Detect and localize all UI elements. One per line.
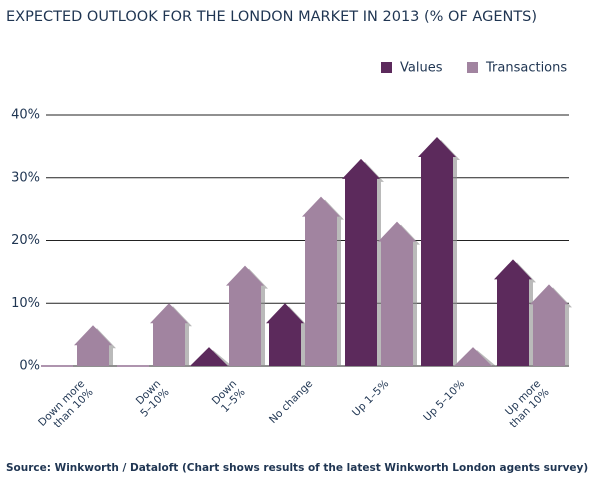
x-tick-label: Up 1–5%	[350, 378, 391, 419]
bar	[418, 136, 456, 366]
bar	[530, 284, 568, 366]
x-tick-label: Down1–5%	[210, 378, 248, 416]
bar	[266, 303, 304, 366]
y-tick-label: 0%	[19, 359, 40, 374]
x-tick-line: No change	[267, 378, 315, 426]
y-tick-label: 20%	[11, 233, 40, 248]
bar	[302, 196, 340, 366]
x-tick-label: Up 5–10%	[421, 378, 467, 424]
source: Source: Winkworth / Dataloft (Chart show…	[6, 462, 588, 474]
bar	[378, 221, 416, 366]
x-tick-line: Up 5–10%	[421, 378, 467, 424]
x-tick-label: Down morethan 10%	[36, 378, 96, 438]
bar	[494, 259, 532, 366]
x-tick-line: Up 1–5%	[350, 378, 391, 419]
x-tick-label: Down5–10%	[130, 378, 172, 420]
bar	[190, 347, 228, 366]
bar	[454, 347, 492, 366]
chart-title: EXPECTED OUTLOOK FOR THE LONDON MARKET I…	[6, 9, 537, 25]
x-tick-label: No change	[267, 378, 315, 426]
legend-label: Values	[400, 61, 443, 76]
y-tick-label: 40%	[11, 108, 40, 123]
y-tick-label: 30%	[11, 170, 40, 185]
bar	[150, 303, 188, 366]
bar	[226, 265, 264, 366]
y-tick-label: 10%	[11, 296, 40, 311]
bar	[74, 325, 112, 366]
x-tick-label: Up morethan 10%	[499, 378, 552, 431]
legend-swatch	[467, 62, 478, 73]
legend-swatch	[381, 62, 392, 73]
legend-label: Transactions	[485, 61, 567, 76]
bar	[342, 158, 380, 366]
